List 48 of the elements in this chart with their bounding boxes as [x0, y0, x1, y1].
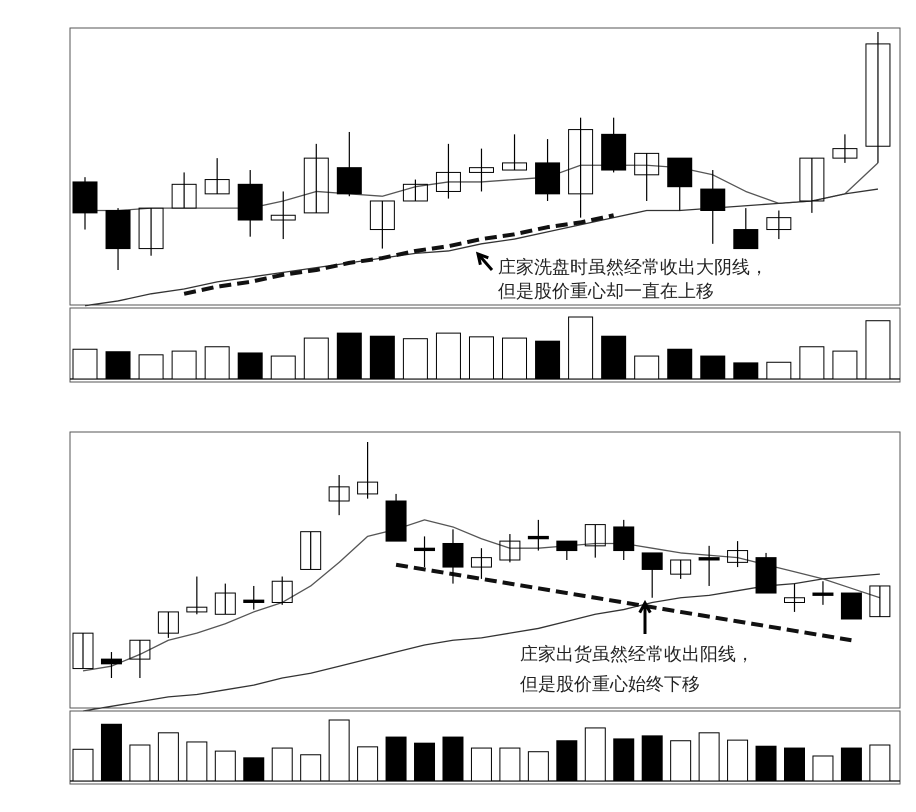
- candlestick: [158, 611, 179, 638]
- candlestick: [499, 533, 520, 563]
- candlestick: [700, 169, 726, 244]
- candlestick: [100, 651, 122, 679]
- candlestick: [272, 576, 293, 606]
- candlestick: [357, 441, 378, 500]
- candlestick: [733, 208, 758, 250]
- candlestick: [414, 536, 436, 568]
- candlestick: [300, 531, 322, 570]
- candlestick: [243, 585, 264, 610]
- candlestick: [865, 31, 890, 164]
- candlestick: [812, 580, 834, 606]
- candlestick: [470, 548, 492, 580]
- candlestick: [204, 158, 230, 194]
- candlestick: [468, 148, 494, 192]
- candlestick: [698, 545, 720, 587]
- candlestick: [172, 172, 197, 209]
- candlestick: [502, 134, 528, 171]
- candlestick: [727, 540, 748, 568]
- candlestick: [402, 178, 428, 202]
- candlestick: [328, 474, 350, 516]
- annotation: 庄家洗盘时虽然经常收出大阴线，: [498, 257, 768, 278]
- candlestick: [634, 152, 660, 202]
- candlestick: [556, 540, 578, 561]
- candlestick: [568, 117, 594, 218]
- annotation: 但是股价重心始终下移: [520, 674, 700, 695]
- candlestick: [436, 143, 461, 200]
- annotation: 庄家出货虽然经常收出阳线，: [520, 644, 754, 665]
- candlestick: [186, 576, 208, 615]
- text: 但是股价重心却一直在上移: [498, 281, 714, 302]
- candlestick: [214, 583, 236, 615]
- candlestick: [304, 143, 329, 214]
- candlestick: [613, 519, 634, 561]
- candlestick: [799, 158, 824, 214]
- candlestick: [766, 210, 792, 240]
- candlestick: [528, 519, 549, 552]
- candlestick: [584, 524, 606, 558]
- candlestick: [370, 200, 395, 250]
- candlestick: [72, 632, 94, 670]
- candlestick: [670, 559, 692, 580]
- candlestick: [642, 552, 663, 598]
- candlestick: [270, 190, 296, 240]
- candlestick: [784, 583, 805, 613]
- candlestick: [869, 585, 890, 618]
- candlestick: [832, 134, 858, 164]
- candlestick: [129, 640, 150, 679]
- candlestick: [442, 528, 464, 584]
- candlestick: [138, 208, 164, 256]
